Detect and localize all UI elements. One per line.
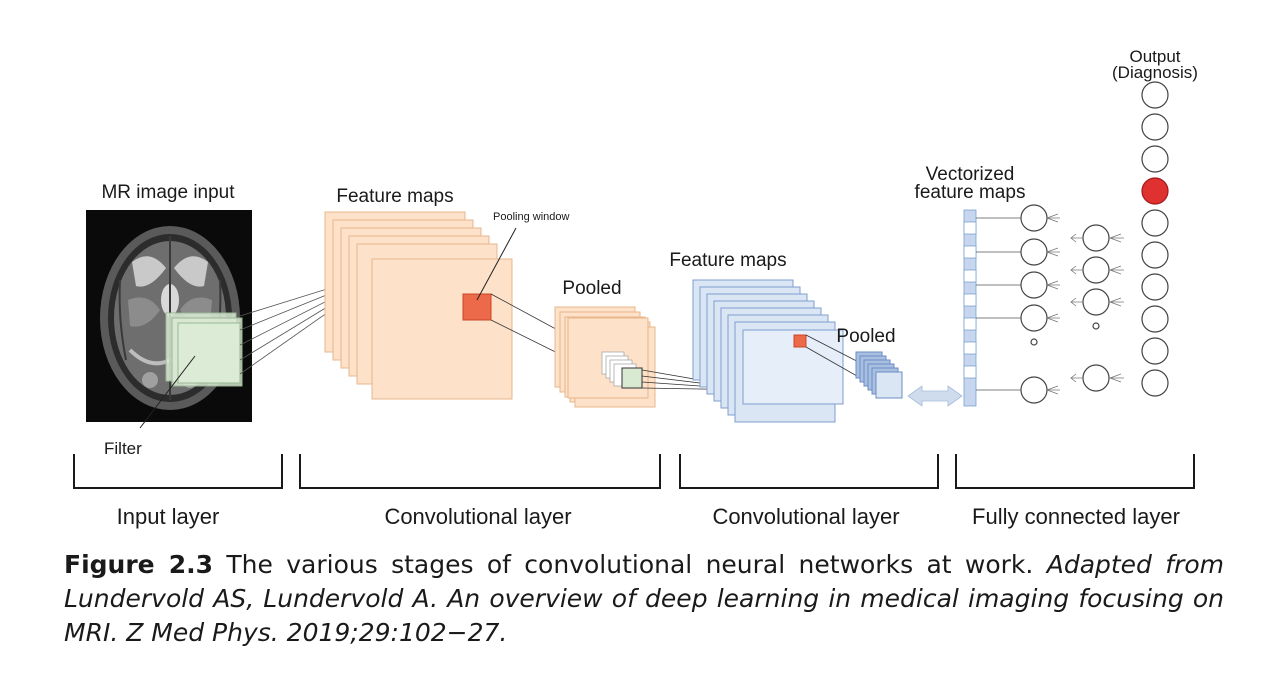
pooled-label-1: Pooled bbox=[562, 278, 621, 299]
vector-column bbox=[963, 209, 977, 407]
fc-layer-1 bbox=[1020, 204, 1048, 404]
layer-brackets bbox=[73, 454, 1195, 489]
input-layer-label: Input layer bbox=[117, 504, 220, 529]
pooled-filter-window bbox=[621, 367, 643, 389]
pooled-stack-2 bbox=[855, 351, 903, 399]
feature-maps-stack-2 bbox=[692, 279, 844, 423]
pooling-window bbox=[462, 293, 492, 321]
caption-text: The various stages of convolutional neur… bbox=[213, 550, 1047, 579]
pooled-label-2: Pooled bbox=[836, 326, 895, 347]
mr-input-label: MR image input bbox=[101, 182, 235, 203]
vectorized-label-line1: Vectorized bbox=[926, 164, 1015, 185]
double-arrow-icon bbox=[907, 385, 963, 407]
output-active-node bbox=[1141, 177, 1169, 205]
vectorized-label-line2: feature maps bbox=[915, 182, 1026, 203]
output-label-line2: (Diagnosis) bbox=[1112, 63, 1198, 82]
feature-maps-stack-1 bbox=[324, 211, 513, 400]
pooling-window-2 bbox=[793, 334, 807, 348]
conv-layer-2-label: Convolutional layer bbox=[712, 504, 899, 529]
filter-pointer bbox=[139, 355, 196, 429]
cnn-diagram: MR image input Filter Feature maps bbox=[73, 47, 1198, 529]
output-label-line1: Output bbox=[1129, 47, 1180, 66]
pooled-stack-1 bbox=[554, 306, 656, 408]
figure-caption: Figure 2.3 The various stages of convolu… bbox=[64, 548, 1224, 650]
fc-layer-2 bbox=[1082, 224, 1110, 392]
filter-window bbox=[165, 312, 243, 387]
output-layer bbox=[1141, 81, 1169, 397]
fc-2-arrow-icons bbox=[1070, 233, 1124, 383]
caption-source: Adapted from Lundervold AS, Lundervold A… bbox=[64, 550, 1225, 647]
fc-layer-label: Fully connected layer bbox=[972, 504, 1180, 529]
fc-1-input-lines bbox=[976, 217, 1021, 391]
feature-maps-label-1: Feature maps bbox=[336, 186, 453, 207]
filter-label: Filter bbox=[104, 439, 142, 458]
pooling-window-pointer bbox=[476, 227, 517, 301]
feature-maps-label-2: Feature maps bbox=[669, 250, 786, 271]
conv-layer-1-label: Convolutional layer bbox=[384, 504, 571, 529]
pooling-window-label: Pooling window bbox=[493, 211, 569, 223]
figure-label: Figure 2.3 bbox=[64, 550, 214, 579]
fc-1-arrow-icons bbox=[1045, 213, 1060, 395]
